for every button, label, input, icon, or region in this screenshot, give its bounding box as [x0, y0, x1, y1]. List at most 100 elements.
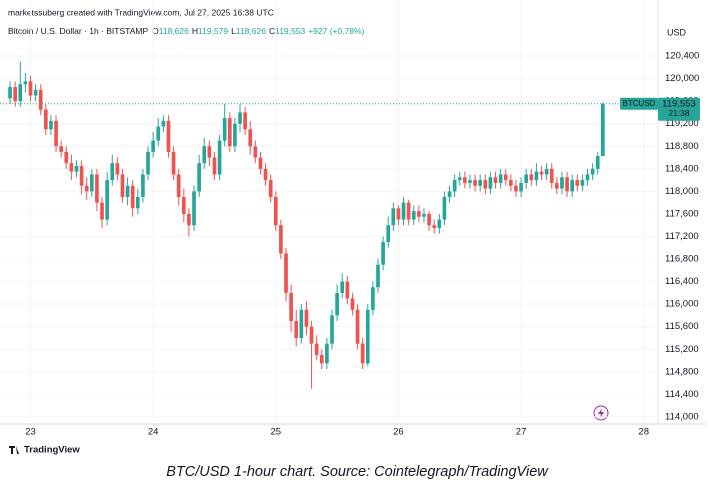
- candle-body: [314, 343, 319, 355]
- candle-body: [38, 89, 43, 110]
- logo: [9, 446, 19, 454]
- candle-body: [585, 174, 590, 181]
- y-tick-label: 114,400: [665, 389, 699, 400]
- candle-body: [350, 298, 355, 310]
- candle-body: [345, 281, 350, 299]
- candle-body: [243, 112, 247, 130]
- y-tick-label: 116,800: [665, 254, 699, 265]
- candle-body: [207, 146, 212, 158]
- candle-body: [176, 174, 181, 198]
- candle-body: [463, 177, 467, 183]
- candle-body: [64, 151, 69, 164]
- candle-body: [365, 309, 370, 364]
- x-tick-label: 24: [148, 427, 159, 438]
- candle-body: [69, 163, 74, 172]
- candle-body: [141, 174, 145, 198]
- candle-body: [560, 177, 564, 189]
- candle-body: [151, 140, 155, 152]
- candle-body: [33, 89, 38, 96]
- candle-body: [273, 197, 278, 226]
- candle-body: [493, 177, 498, 183]
- x-tick-label: 23: [25, 427, 36, 438]
- y-tick-label: 115,600: [665, 321, 699, 332]
- candle-body: [125, 185, 130, 198]
- legend-ohlc-label: H: [192, 26, 198, 36]
- candle-body: [135, 197, 140, 209]
- x-tick-label: 25: [270, 427, 281, 438]
- legend-ohlc-label: O: [152, 26, 159, 36]
- candle-body: [105, 180, 109, 220]
- caption: BTC/USD 1-hour chart. Source: Cointelegr…: [166, 464, 549, 480]
- candle-body: [422, 213, 426, 217]
- candle-body: [534, 171, 539, 181]
- candle-body: [498, 174, 503, 183]
- candle-body: [279, 225, 283, 254]
- candle-body: [95, 174, 99, 203]
- candle-body: [355, 309, 360, 344]
- y-tick-label: 117,200: [665, 231, 699, 242]
- candle-body: [43, 109, 48, 130]
- candle-body: [457, 177, 462, 181]
- candle-body: [156, 126, 161, 141]
- candle-body: [146, 151, 150, 175]
- y-tick-label: 119,200: [665, 118, 699, 129]
- candle-body: [23, 81, 28, 85]
- y-tick-label: 116,000: [665, 299, 699, 310]
- candle-body: [166, 120, 171, 152]
- candle-body: [437, 219, 442, 229]
- candle-body: [325, 343, 329, 364]
- candle-body: [130, 185, 135, 209]
- candle-body: [575, 180, 580, 186]
- candle-body: [171, 151, 176, 175]
- candle-body: [192, 191, 196, 226]
- symbol-tag: [620, 97, 658, 110]
- y-tick-label: 120,000: [665, 73, 699, 84]
- candle-body: [503, 174, 508, 181]
- y-tick-label: 114,800: [665, 366, 699, 377]
- legend-ohlc-value: 119,553: [275, 26, 305, 36]
- candle-body: [187, 213, 191, 226]
- y-tick-label: 117,600: [665, 208, 699, 219]
- x-tick-label: 26: [393, 427, 404, 438]
- watermark: TradingView: [24, 445, 80, 456]
- candle-body: [263, 168, 268, 181]
- candle-body: [181, 197, 186, 214]
- candle-body: [13, 87, 18, 102]
- candle-body: [79, 166, 84, 186]
- candle-body: [432, 225, 437, 229]
- candle-body: [391, 208, 396, 226]
- candle-body: [376, 264, 380, 288]
- candle-body: [233, 123, 237, 147]
- candle-body: [447, 191, 452, 198]
- candle-body: [580, 180, 585, 186]
- y-tick-label: 118,000: [665, 186, 699, 197]
- candle-body: [161, 120, 166, 127]
- candle-body: [381, 242, 385, 265]
- x-tick-label: 28: [638, 427, 649, 438]
- candle-body: [401, 202, 406, 220]
- candle-body: [253, 146, 258, 158]
- legend-ohlc-value: 118,626: [159, 26, 189, 36]
- candle-body: [539, 171, 544, 175]
- candle-body: [110, 163, 115, 181]
- candle-body: [529, 174, 534, 181]
- candle-body: [330, 315, 334, 344]
- candle-body: [294, 321, 299, 339]
- candle-body: [524, 174, 529, 183]
- candle-body: [197, 163, 201, 192]
- candle-body: [601, 103, 605, 157]
- y-tick-label: 120,400: [665, 51, 699, 62]
- candle-body: [49, 120, 53, 130]
- candle-body: [84, 185, 89, 192]
- candle-body: [519, 182, 523, 192]
- candle-body: [360, 343, 365, 364]
- price-tag: [658, 97, 700, 121]
- candle-body: [340, 281, 345, 293]
- legend-ohlc-value: 119,579: [198, 26, 228, 36]
- y-tick-label: 118,400: [665, 163, 699, 174]
- candle-body: [100, 202, 104, 220]
- candle-body: [335, 292, 339, 316]
- candle-body: [268, 180, 273, 198]
- candle-body: [217, 140, 222, 175]
